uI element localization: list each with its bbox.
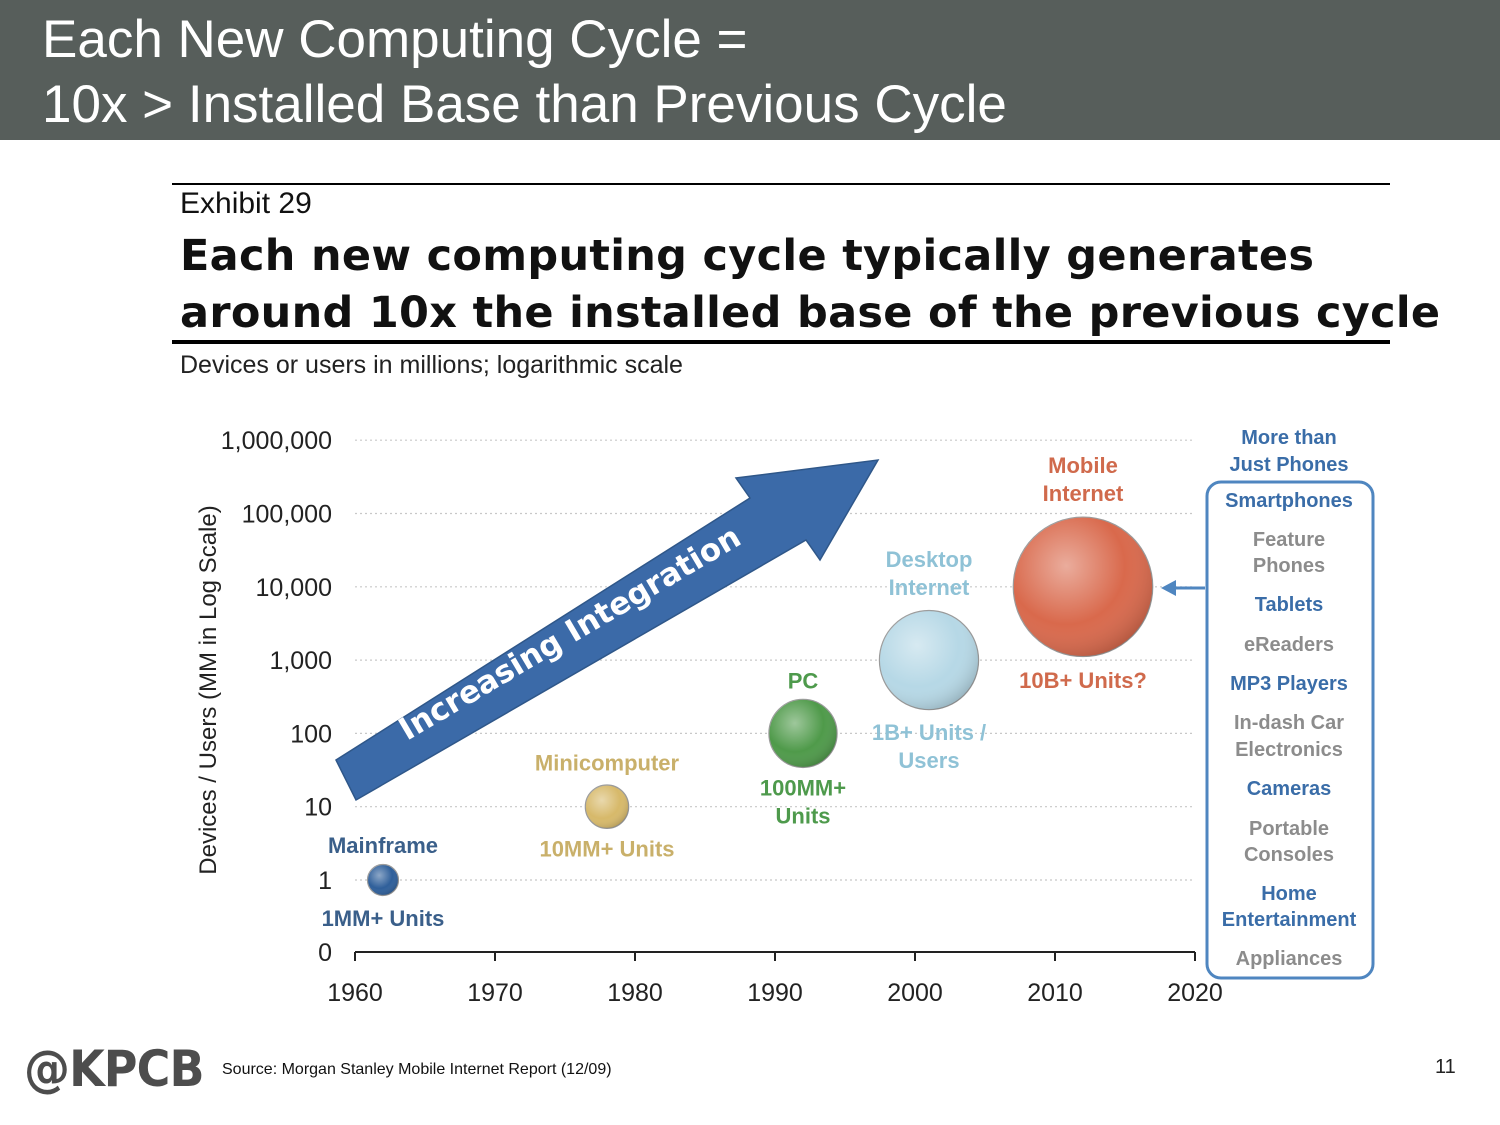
y-tick-label: 100,000	[242, 501, 332, 529]
sidebar-header: More than	[1241, 427, 1337, 449]
headline-line-1: Each new computing cycle typically gener…	[180, 231, 1315, 281]
title-banner: Each New Computing Cycle = 10x > Install…	[0, 0, 1500, 140]
x-tick-label: 2020	[1167, 979, 1223, 1007]
bubbles	[366, 516, 1154, 897]
bubble-units-label: 1B+ Units /	[872, 720, 986, 745]
y-tick-label: 0	[318, 939, 332, 967]
sidebar-item: Feature	[1253, 529, 1325, 551]
chart-subtitle: Devices or users in millions; logarithmi…	[180, 351, 683, 379]
bubble-shade	[768, 699, 838, 768]
bubble-name-label: Desktop	[886, 547, 973, 572]
sidebar-item: MP3 Players	[1230, 673, 1348, 695]
sidebar-header: Just Phones	[1230, 454, 1349, 476]
bubble-units-label: Units	[776, 803, 831, 828]
x-tick-label: 2010	[1027, 979, 1083, 1007]
y-tick-label: 1,000,000	[221, 427, 332, 455]
x-tick-label: 1990	[747, 979, 803, 1007]
sidebar-item: Smartphones	[1225, 490, 1353, 512]
sidebar-box	[1205, 480, 1375, 980]
sidebar-item: Home	[1261, 883, 1317, 905]
sidebar-pointer-head	[1161, 580, 1176, 596]
sidebar-item: Appliances	[1236, 948, 1343, 970]
sidebar-item: eReaders	[1244, 634, 1334, 656]
sidebar-item: Consoles	[1244, 844, 1334, 866]
sidebar-item: Entertainment	[1222, 909, 1357, 931]
x-tick-label: 1970	[467, 979, 523, 1007]
slide-title-line-1: Each New Computing Cycle =	[42, 10, 748, 69]
x-tick-label: 2000	[887, 979, 943, 1007]
page-number: 11	[1435, 1056, 1456, 1078]
bubble-name-label: Mainframe	[328, 833, 438, 858]
y-axis-title: Devices / Users (MM in Log Scale)	[195, 505, 222, 874]
y-tick-label: 1,000	[269, 647, 332, 675]
y-tick-label: 1	[318, 867, 332, 895]
sidebar-item: Portable	[1249, 818, 1329, 840]
source-note: Source: Morgan Stanley Mobile Internet R…	[222, 1061, 612, 1078]
y-tick-label: 10	[304, 794, 332, 822]
bubble-units-label: 1MM+ Units	[322, 906, 445, 931]
arrow-label: Increasing Integration	[393, 519, 747, 748]
kpcb-logo: @KPCB	[24, 1040, 205, 1098]
bubble-name-label: Internet	[889, 575, 970, 600]
sidebar-item: In-dash Car	[1234, 712, 1344, 734]
y-tick-label: 100	[290, 720, 332, 748]
bubble-shade	[879, 610, 979, 710]
bubble-shade	[585, 785, 629, 829]
y-tick-label: 10,000	[256, 574, 332, 602]
top-rule	[172, 183, 1390, 185]
x-tick-label: 1960	[327, 979, 383, 1007]
arrow-shape	[335, 459, 880, 802]
slide-title-line-2: 10x > Installed Base than Previous Cycle	[42, 75, 1007, 134]
bubble-units-label: 10MM+ Units	[539, 837, 674, 862]
bubble-units-label: 100MM+	[760, 775, 846, 800]
sidebar-item: Cameras	[1247, 778, 1332, 800]
bubble-labels: Mainframe 1MM+ Units Minicomputer 10MM+ Uni…	[322, 453, 1147, 931]
exhibit-label: Exhibit 29	[180, 187, 312, 220]
bubble-shade	[1013, 517, 1153, 657]
bubble-name-label: Mobile	[1048, 453, 1118, 478]
sidebar-item: Phones	[1253, 555, 1325, 577]
bubble-name-label: PC	[788, 668, 819, 693]
headline-line-2: around 10x the installed base of the pre…	[180, 288, 1441, 338]
bubble-name-label: Internet	[1043, 481, 1124, 506]
bubble-units-label: Users	[898, 748, 959, 773]
bubble-shade	[367, 864, 399, 896]
device-sidebar: More than Just Phones Smartphones Feature Ph…	[1161, 427, 1375, 980]
bubble-name-label: Minicomputer	[535, 751, 680, 776]
sidebar-item: Tablets	[1255, 594, 1324, 616]
bubble-units-label: 10B+ Units?	[1019, 668, 1147, 693]
sidebar-item: Electronics	[1235, 739, 1343, 761]
headline-rule	[172, 340, 1390, 344]
x-tick-label: 1980	[607, 979, 663, 1007]
